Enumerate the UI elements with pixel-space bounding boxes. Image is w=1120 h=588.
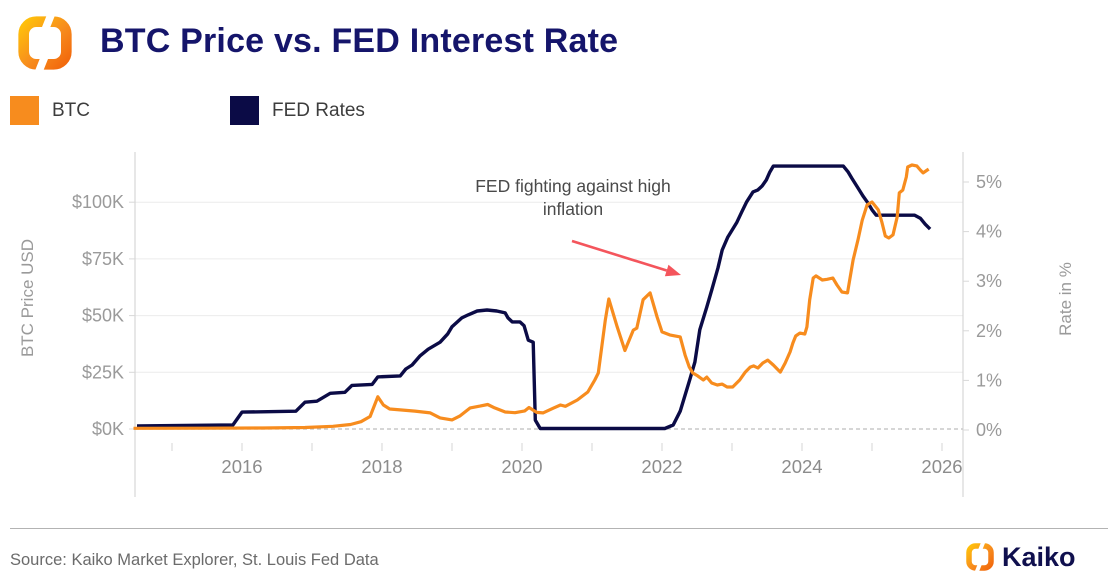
page-title: BTC Price vs. FED Interest Rate: [100, 22, 619, 60]
fed-rates-legend-label: FED Rates: [272, 99, 365, 121]
annotation-line-1: FED fighting against high: [475, 176, 671, 196]
year-axis-tick-label: 2016: [221, 456, 262, 477]
footer-brand: Kaiko: [964, 541, 1076, 573]
year-axis-tick-label: 2018: [361, 456, 402, 477]
left-axis-title: BTC Price USD: [18, 238, 37, 358]
kaiko-footer-logo-icon: [966, 541, 994, 573]
price-axis-tick-label: $100K: [72, 192, 124, 212]
fed-rates-legend-swatch: [230, 96, 259, 125]
right-axis-title: Rate in %: [1056, 262, 1075, 336]
rate-axis-tick-label: 2%: [976, 321, 1002, 341]
annotation-arrow-shaft: [571, 239, 668, 272]
rate-axis-tick-label: 0%: [976, 420, 1002, 440]
btc-legend-swatch: [10, 96, 39, 125]
kaiko-logo-icon: [18, 12, 72, 74]
annotation-text: FED fighting against high inflation: [440, 175, 706, 221]
year-axis-tick-label: 2020: [501, 456, 542, 477]
price-axis-tick-label: $0K: [92, 419, 124, 439]
source-text: Source: Kaiko Market Explorer, St. Louis…: [10, 551, 379, 569]
price-axis-tick-label: $75K: [82, 249, 124, 269]
year-axis-tick-label: 2026: [921, 456, 962, 477]
legend-item-btc: BTC: [10, 96, 90, 125]
price-axis-tick-label: $25K: [82, 362, 124, 382]
rate-axis-tick-label: 5%: [976, 172, 1002, 192]
rate-axis-tick-label: 1%: [976, 370, 1002, 390]
btc-legend-label: BTC: [52, 99, 90, 121]
annotation-line-2: inflation: [542, 199, 604, 219]
year-axis-tick-label: 2022: [641, 456, 682, 477]
kaiko-brand-name: Kaiko: [1002, 541, 1076, 572]
price-axis-tick-label: $50K: [82, 306, 124, 326]
year-axis-tick-label: 2024: [781, 456, 822, 477]
annotation-arrow-head: [664, 264, 681, 277]
legend-item-fed-rates: FED Rates: [230, 96, 365, 125]
footer-divider: [10, 528, 1108, 529]
rate-axis-tick-label: 3%: [976, 271, 1002, 291]
rate-axis-tick-label: 4%: [976, 222, 1002, 242]
fed-rates-line: [136, 164, 932, 431]
btc-line: [133, 163, 930, 430]
